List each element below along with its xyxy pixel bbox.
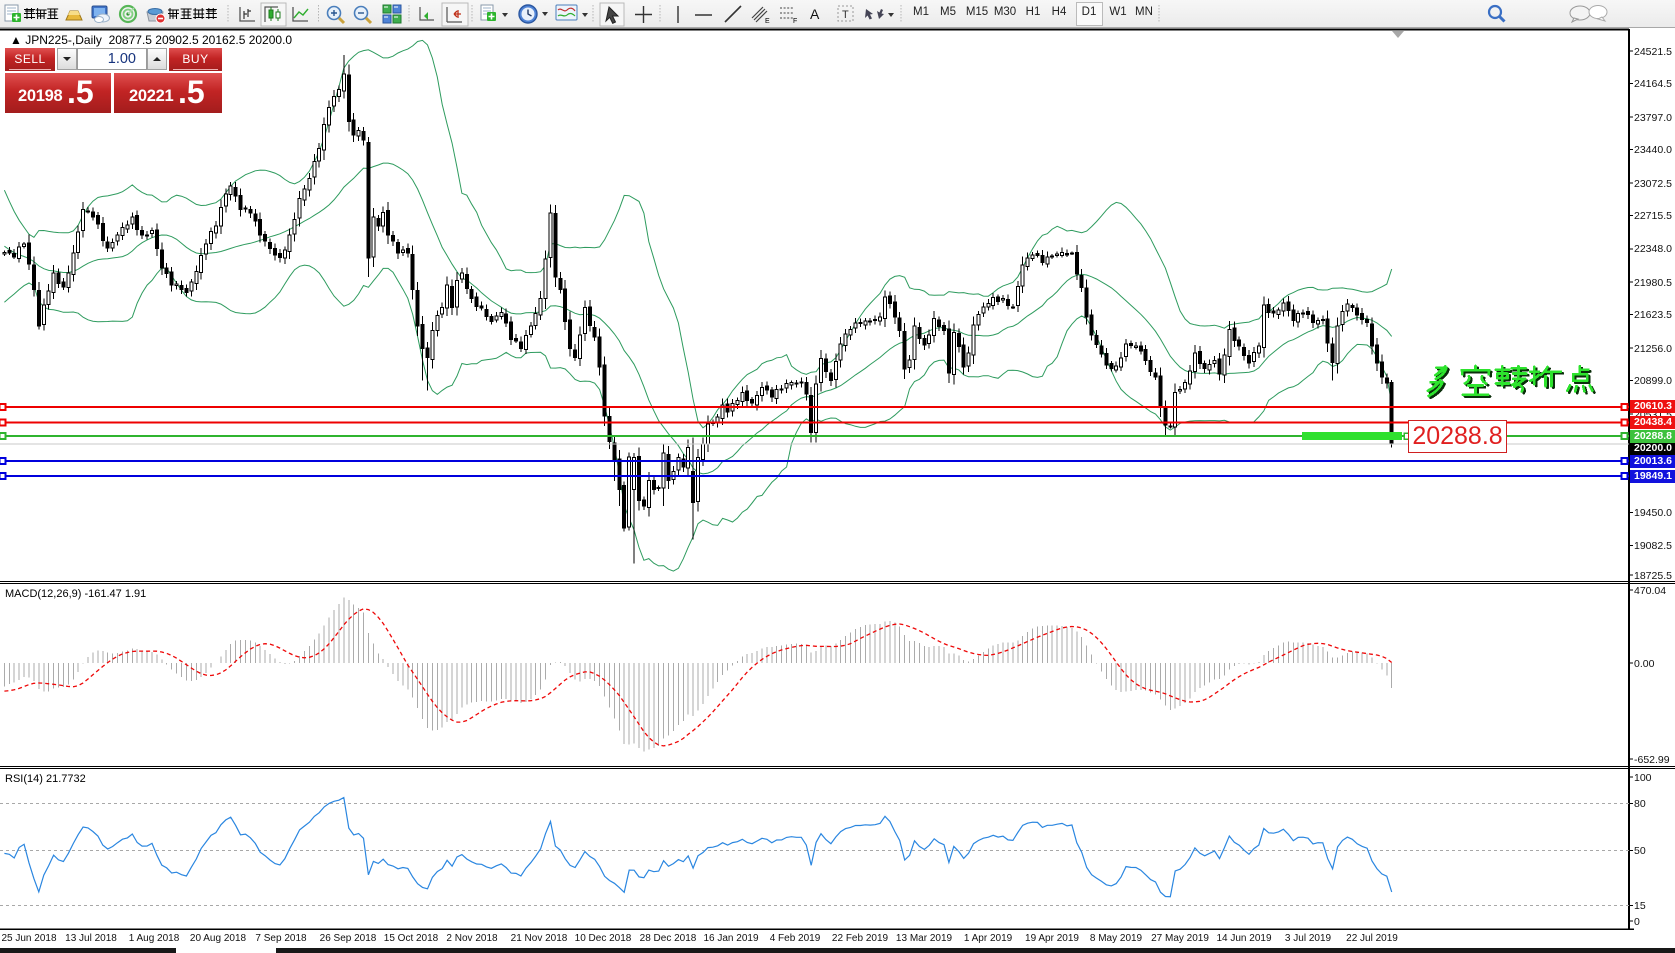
svg-text:F: F xyxy=(793,18,797,25)
svg-text:E: E xyxy=(765,18,770,25)
svg-text:A: A xyxy=(810,6,820,22)
svg-text:T: T xyxy=(842,9,849,21)
